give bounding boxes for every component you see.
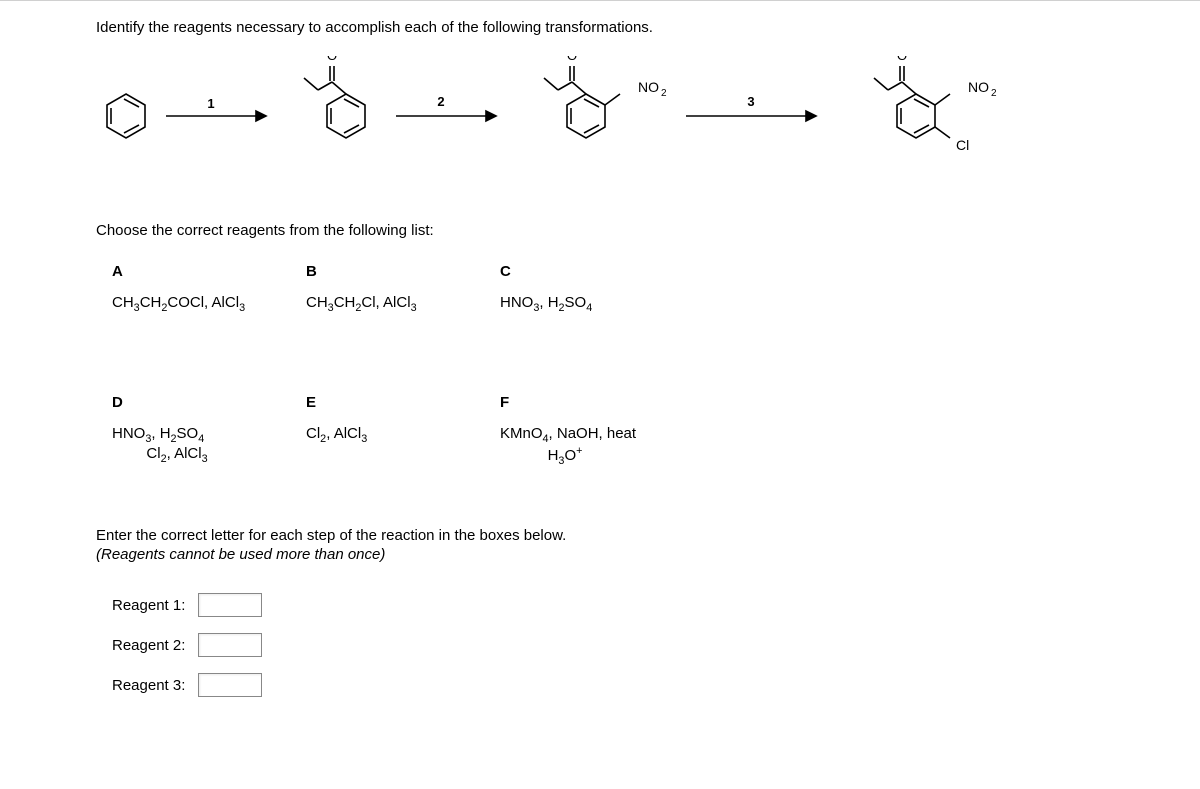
arrow-2-label: 2 — [437, 94, 444, 109]
svg-text:NO: NO — [638, 79, 659, 95]
answers: Reagent 1: Reagent 2: Reagent 3: — [112, 593, 1200, 697]
arrow-3-label: 3 — [747, 94, 754, 109]
note: (Reagents cannot be used more than once) — [96, 546, 1200, 563]
reagent-B-label: B — [306, 263, 486, 280]
question-prompt: Identify the reagents necessary to accom… — [96, 19, 1200, 36]
reagent-1-input[interactable] — [198, 593, 262, 617]
svg-text:Cl: Cl — [956, 137, 969, 153]
reagent-A-label: A — [112, 263, 292, 280]
svg-text:O: O — [567, 56, 577, 63]
enter-prompt: Enter the correct letter for each step o… — [96, 527, 1200, 544]
reagent-E-formula: Cl2, AlCl3 — [306, 425, 486, 445]
reagent-1-label: Reagent 1: — [112, 597, 198, 614]
reagent-B-formula: CH3CH2Cl, AlCl3 — [306, 294, 486, 314]
reagent-C-formula: HNO3, H2SO4 — [500, 294, 700, 314]
reagent-C-label: C — [500, 263, 700, 280]
reagent-D-label: D — [112, 394, 292, 411]
reagent-3-label: Reagent 3: — [112, 677, 198, 694]
reagent-2-input[interactable] — [198, 633, 262, 657]
svg-text:2: 2 — [991, 88, 997, 99]
reagent-A-formula: CH3CH2COCl, AlCl3 — [112, 294, 292, 314]
svg-text:O: O — [897, 56, 907, 63]
reagent-C: C HNO3, H2SO4 — [500, 263, 700, 314]
reagent-E: E Cl2, AlCl3 — [306, 394, 486, 467]
reaction-scheme: 1 O 2 — [96, 56, 1200, 206]
svg-text:O: O — [327, 56, 337, 63]
reagent-D: D HNO3, H2SO4Cl2, AlCl3 — [112, 394, 292, 467]
reagent-A: A CH3CH2COCl, AlCl3 — [112, 263, 292, 314]
reagent-2-label: Reagent 2: — [112, 637, 198, 654]
choose-prompt: Choose the correct reagents from the fol… — [96, 222, 1200, 239]
svg-text:NO: NO — [968, 79, 989, 95]
reagent-grid: A CH3CH2COCl, AlCl3 B CH3CH2Cl, AlCl3 C … — [112, 263, 1200, 467]
reagent-3-input[interactable] — [198, 673, 262, 697]
arrow-1-label: 1 — [207, 96, 214, 111]
reagent-B: B CH3CH2Cl, AlCl3 — [306, 263, 486, 314]
reagent-F-formula: KMnO4, NaOH, heatH3O+ — [500, 425, 700, 467]
reagent-D-formula: HNO3, H2SO4Cl2, AlCl3 — [112, 425, 292, 465]
reagent-F-label: F — [500, 394, 700, 411]
reagent-E-label: E — [306, 394, 486, 411]
svg-text:2: 2 — [661, 88, 667, 99]
reagent-F: F KMnO4, NaOH, heatH3O+ — [500, 394, 700, 467]
